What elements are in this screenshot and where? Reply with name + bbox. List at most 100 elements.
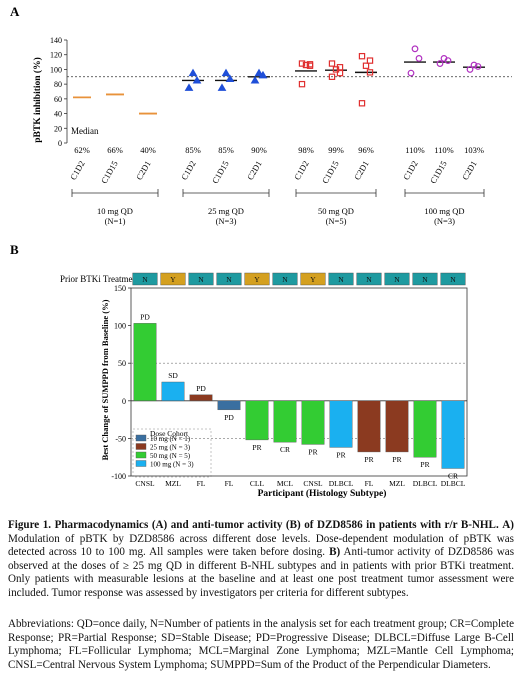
median-value-label: 99% [328, 145, 344, 155]
timepoint-label: C2D1 [245, 159, 264, 182]
median-value-label: 66% [107, 145, 123, 155]
abbreviations: Abbreviations: QD=once daily, N=Number o… [8, 618, 514, 671]
median-value-label: 110% [405, 145, 425, 155]
square-point [298, 60, 306, 67]
panel-a-label: A [10, 4, 20, 19]
panel-a-y-axis-label: pBTK inhibition (%) [32, 57, 43, 143]
circle-point [411, 45, 419, 53]
caption-title: Figure 1. Pharmacodynamics (A) and anti-… [8, 519, 499, 531]
histology-subtype-label: CNSL [135, 479, 155, 488]
legend-entry: 10 mg (N = 1) [150, 435, 191, 443]
prior-btki-cell [160, 272, 186, 286]
waterfall-bar [385, 400, 409, 453]
timepoint-label: C1D2 [68, 159, 87, 182]
cohort-n: (N=5) [326, 216, 347, 226]
histology-subtype-label: MZL [389, 479, 405, 488]
prior-btki-cell [328, 272, 354, 286]
circle-point [415, 54, 423, 62]
median-value-label: 40% [140, 145, 156, 155]
panel-b-y-tick-label: 50 [118, 359, 126, 368]
prior-btki-cell [188, 272, 214, 286]
triangle-point [188, 68, 198, 77]
square-point [336, 64, 344, 71]
prior-btki-value: N [226, 275, 232, 284]
panel-b-y-tick-label: 150 [114, 284, 126, 293]
cohort-name: 10 mg QD [97, 206, 133, 216]
response-label: PR [336, 450, 345, 459]
timepoint-label: C2D1 [460, 159, 479, 182]
triangle-point [221, 68, 231, 77]
median-value-label: 110% [434, 145, 454, 155]
legend-title: Dose Cohort [150, 429, 189, 438]
dose-cohort-legend: Dose Cohort 10 mg (N = 1)25 mg (N = 3)50… [132, 428, 212, 478]
waterfall-bar [273, 400, 297, 443]
triangle-point [217, 83, 227, 91]
median-value-label: 96% [358, 145, 374, 155]
prior-btki-value: N [394, 275, 400, 284]
square-point [362, 62, 370, 69]
response-label: PR [308, 447, 317, 456]
panel-b-axes: 150 100 50 0 -50 -100 [111, 284, 468, 481]
waterfall-bar [357, 400, 381, 453]
caption-part-a: Modulation of pBTK by DZD8586 across dif… [8, 532, 514, 559]
response-label: PD [196, 384, 206, 393]
prior-btki-value: N [422, 275, 428, 284]
median-value-label: 62% [74, 145, 90, 155]
timepoint-label: C1D15 [210, 159, 231, 185]
timepoint-label: C2D1 [352, 159, 371, 182]
panel-b-label: B [10, 242, 19, 257]
square-point [336, 69, 344, 77]
waterfall-bar [133, 323, 157, 402]
square-point [328, 60, 336, 67]
caption-part-b: Anti-tumor activity of DZD8586 was obser… [8, 546, 515, 599]
figure-caption: Figure 1. Pharmacodynamics (A) and anti-… [8, 519, 514, 601]
prior-btki-cell [384, 272, 410, 286]
square-point [366, 57, 374, 64]
legend-swatch [135, 443, 147, 450]
panel-a-y-tick-label: 60 [54, 95, 62, 104]
timepoint-label: C2D1 [134, 159, 153, 182]
histology-subtype-label: CNSL [303, 479, 323, 488]
response-label: PD [224, 413, 234, 422]
prior-btki-cell [272, 272, 298, 286]
square-point [298, 80, 306, 88]
legend-swatch [135, 460, 147, 467]
prior-btki-value: N [198, 275, 204, 284]
prior-btki-cell [244, 272, 270, 286]
prior-btki-value: Y [170, 275, 176, 284]
prior-btki-cell [216, 272, 242, 286]
triangle-point [225, 74, 235, 82]
panel-b-data-marks: PD CNSL N SD MZL Y PD FL N PD FL N PR CLL Y CR MCL N PR CNS… [132, 272, 466, 488]
histology-subtype-label: CLL [250, 479, 265, 488]
panel-a-median-label: Median [71, 126, 99, 136]
triangle-point [250, 75, 260, 84]
response-label: PR [420, 460, 429, 469]
circle-point [436, 60, 444, 67]
prior-btki-cell [356, 272, 382, 286]
panel-a-y-tick-label: 120 [50, 51, 62, 60]
legend-entry: 50 mg (N = 5) [150, 452, 191, 460]
cohort-n: (N=3) [216, 216, 237, 226]
cohort-n: (N=1) [105, 216, 126, 226]
panel-b-y-tick-label: 100 [114, 322, 126, 331]
histology-subtype-label: DLBCL [413, 479, 438, 488]
caption-part-a-label: A) [502, 519, 514, 531]
square-point [358, 100, 366, 107]
panel-a-y-tick-label: 80 [54, 80, 62, 89]
timepoint-label: C1D2 [401, 159, 420, 182]
timepoint-label: C1D15 [320, 159, 341, 185]
legend-swatch [135, 451, 147, 459]
histology-subtype-label: MZL [165, 479, 181, 488]
circle-point [440, 54, 448, 62]
prior-btki-value: N [142, 275, 148, 284]
waterfall-bar [217, 400, 241, 411]
square-point [302, 61, 310, 69]
prior-btki-value: Y [254, 275, 260, 284]
median-value-label: 85% [218, 145, 234, 155]
legend-swatch [135, 434, 147, 442]
caption-part-b-label: B) [329, 546, 341, 559]
waterfall-bar [301, 400, 325, 445]
triangle-point [254, 68, 264, 77]
circle-point [466, 66, 474, 73]
waterfall-bar [189, 394, 213, 401]
